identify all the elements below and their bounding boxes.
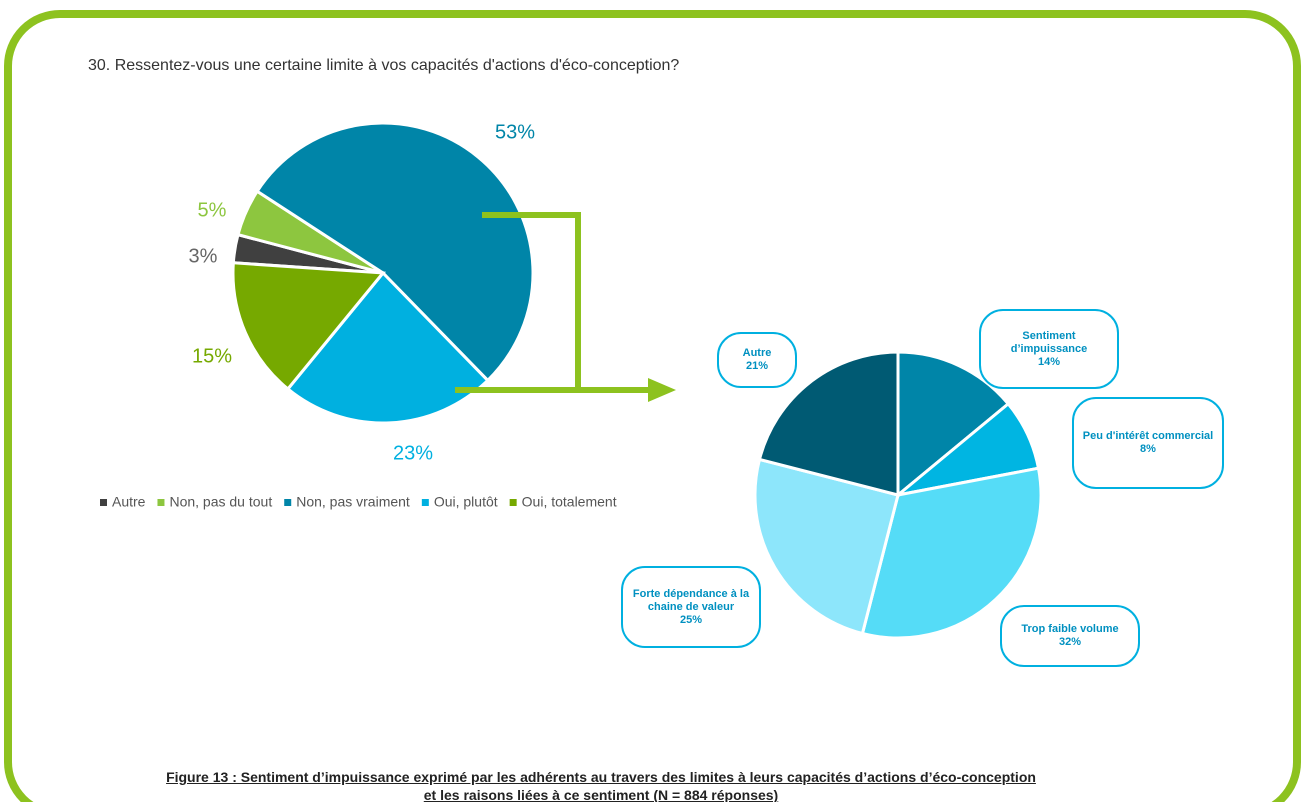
- category-label: Autre: [742, 347, 772, 359]
- pie-1: 3% 5% 53% 23% 15%: [189, 121, 536, 464]
- connector: [455, 212, 650, 393]
- caption: Figure 13 : Sentiment d’impuissance expr…: [0, 768, 1202, 802]
- category-label: Trop faible volume: [1021, 623, 1119, 635]
- category-label: Peu d'intérêt commercial: [1082, 430, 1214, 442]
- pie-2: [753, 350, 1043, 640]
- caption-line: et les raisons liées à ce sentiment (N =…: [423, 787, 779, 802]
- legend-label: Oui, plutôt: [434, 494, 498, 510]
- legend-label: Oui, totalement: [522, 494, 617, 510]
- data-label: 23%: [393, 442, 433, 464]
- data-label: 14%: [1037, 355, 1061, 368]
- data-label: 25%: [679, 613, 703, 626]
- pie-slice: [255, 121, 535, 383]
- legend-swatch: [509, 499, 517, 506]
- pie-slice: [285, 270, 490, 425]
- legend-swatch: [421, 499, 429, 506]
- data-label: 3%: [189, 245, 218, 267]
- category-label: Sentiment d’impuissance: [1010, 329, 1088, 355]
- data-label: 15%: [192, 345, 232, 367]
- legend-label: Autre: [112, 494, 146, 510]
- chart-title: 30. Ressentez-vous une certaine limite à…: [88, 57, 679, 74]
- data-label-box: Autre 21%: [717, 332, 797, 388]
- data-label-box: Trop faible volume 32%: [1000, 605, 1140, 667]
- category-label: Forte dépendance à la chaine de valeur: [632, 587, 750, 613]
- data-label: 5%: [198, 199, 227, 221]
- pie-slice: [757, 350, 900, 497]
- legend-swatch: [284, 499, 292, 506]
- legend-label: Non, pas du tout: [169, 494, 272, 510]
- pie-slice: [896, 350, 1011, 499]
- data-label-box: Forte dépendance à la chaine de valeur 25…: [621, 566, 761, 648]
- data-label: 53%: [495, 121, 535, 143]
- pie-slice: [860, 466, 1043, 640]
- data-label: 32%: [1058, 636, 1082, 648]
- legend: Autre Non, pas du tout Non, pas vraiment Ou…: [100, 494, 617, 510]
- legend-swatch: [157, 499, 165, 506]
- legend-swatch: [100, 499, 107, 506]
- data-label: 8%: [1140, 443, 1156, 455]
- data-label-box: Peu d'intérêt commercial 8%: [1072, 397, 1224, 489]
- pie-slice: [231, 261, 387, 392]
- data-label-box: Sentiment d’impuissance 14%: [979, 309, 1119, 389]
- pie-slice: [753, 457, 900, 636]
- data-label: 21%: [745, 360, 769, 372]
- arrow-head: [648, 378, 676, 402]
- caption-line: Figure 13 : Sentiment d’impuissance expr…: [166, 769, 1036, 785]
- frame: [4, 10, 1301, 802]
- legend-label: Non, pas vraiment: [296, 494, 410, 510]
